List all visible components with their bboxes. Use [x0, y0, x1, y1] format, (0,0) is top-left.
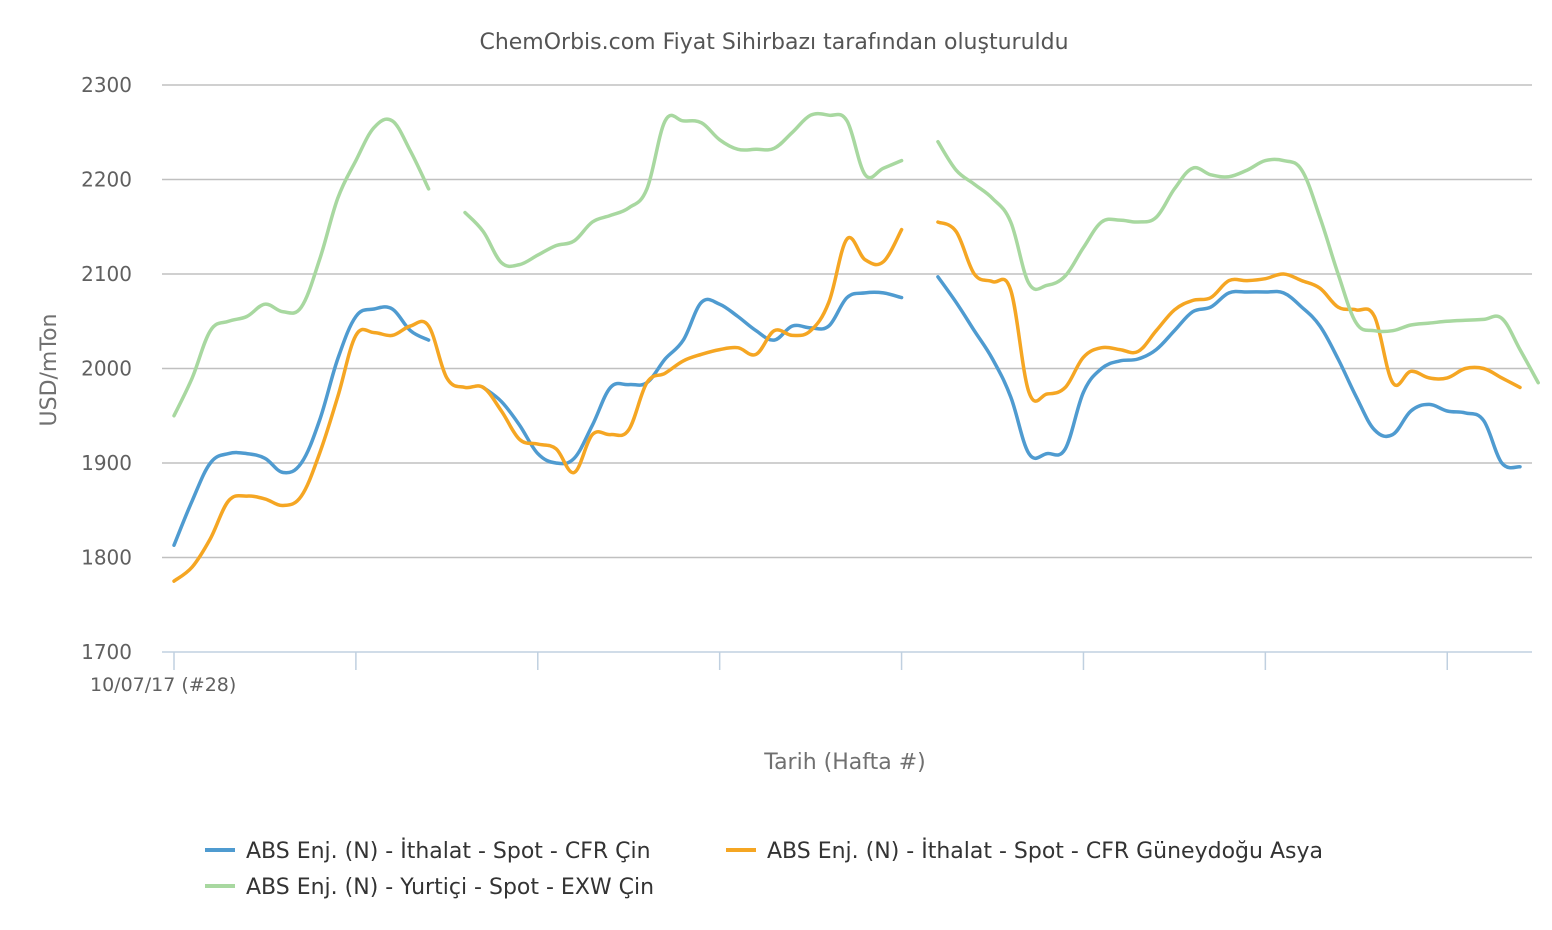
- y-tick-label: 2200: [81, 168, 132, 192]
- x-axis-title: Tarih (Hafta #): [763, 750, 925, 775]
- y-tick-label: 2100: [81, 262, 132, 286]
- y-tick-label: 2300: [81, 73, 132, 97]
- x-tick-label: 10/07/17 (#28): [90, 674, 236, 696]
- y-tick-label: 2000: [81, 357, 132, 381]
- y-tick-label: 1700: [81, 640, 132, 664]
- legend: ABS Enj. (N) - İthalat - Spot - CFR Çin A…: [205, 838, 1323, 900]
- series-line-cfr-cin: [172, 275, 1522, 547]
- y-tick-label: 1900: [81, 451, 132, 475]
- grid-layer: [162, 84, 1532, 559]
- y-axis-title: USD/mTon: [37, 314, 62, 427]
- axis-layer: 1700 1800 1900 2000 2100 2200 2300 10/07/17 (#2…: [81, 73, 1532, 696]
- y-tick-label: 1800: [81, 546, 132, 570]
- series-layer: [172, 111, 1540, 583]
- legend-label-exw-cin[interactable]: ABS Enj. (N) - Yurtiçi - Spot - EXW Çin: [246, 875, 654, 900]
- chart-title: ChemOrbis.com Fiyat Sihirbazı tarafından…: [479, 30, 1068, 55]
- legend-label-cfr-cin[interactable]: ABS Enj. (N) - İthalat - Spot - CFR Çin: [246, 838, 651, 864]
- series-line-cfr-guneydogu-asya: [172, 220, 1522, 583]
- legend-label-cfr-guneydogu-asya[interactable]: ABS Enj. (N) - İthalat - Spot - CFR Güne…: [767, 838, 1323, 864]
- series-line-exw-cin: [172, 111, 1540, 418]
